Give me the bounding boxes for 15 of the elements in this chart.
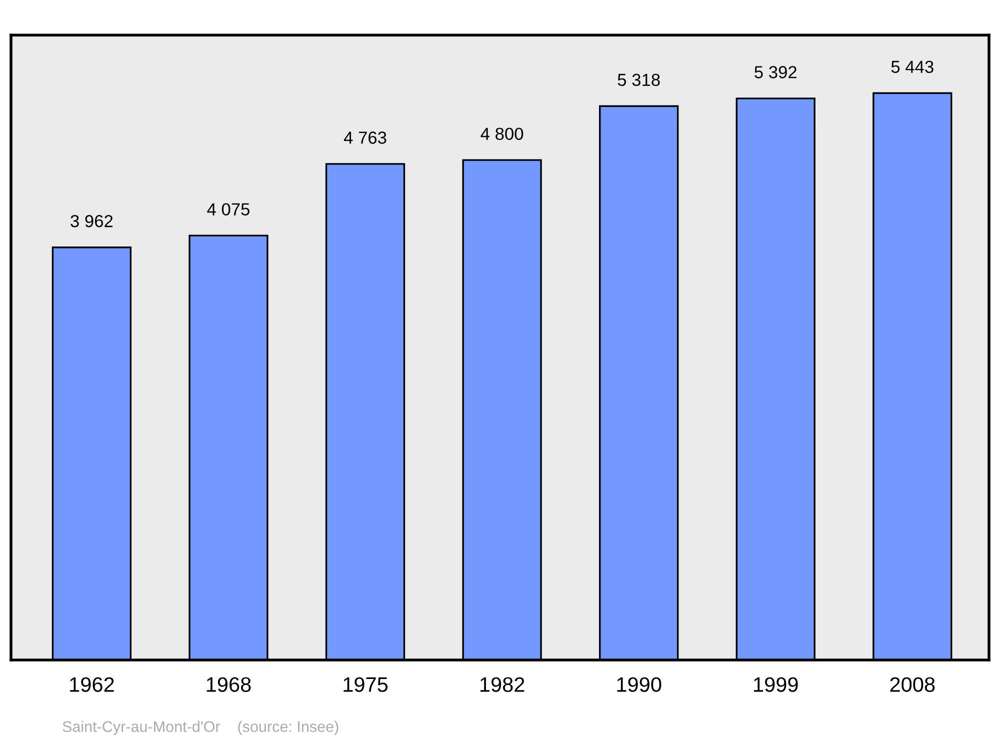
- data-label: 5 392: [754, 66, 796, 78]
- text: Saint-Cyr-au-Mont-d'Or (source: Insee): [62, 720, 338, 736]
- data-label: 5 443: [891, 60, 934, 74]
- data-label: 4 763: [344, 132, 386, 144]
- x-tick-label: 1975: [344, 677, 388, 692]
- data-label: 4 800: [480, 128, 524, 140]
- x-tick-label: 1990: [617, 677, 662, 692]
- data-label: 5 318: [618, 74, 660, 86]
- data-label: 3 962: [70, 214, 113, 228]
- x-tick-label: 1982: [480, 677, 524, 692]
- x-tick-label: 2008: [890, 677, 935, 692]
- x-tick-label: 1968: [206, 677, 251, 692]
- x-tick-label: 1999: [754, 677, 798, 692]
- x-tick-label: 1962: [70, 677, 114, 692]
- data-label: 4 075: [207, 203, 250, 216]
